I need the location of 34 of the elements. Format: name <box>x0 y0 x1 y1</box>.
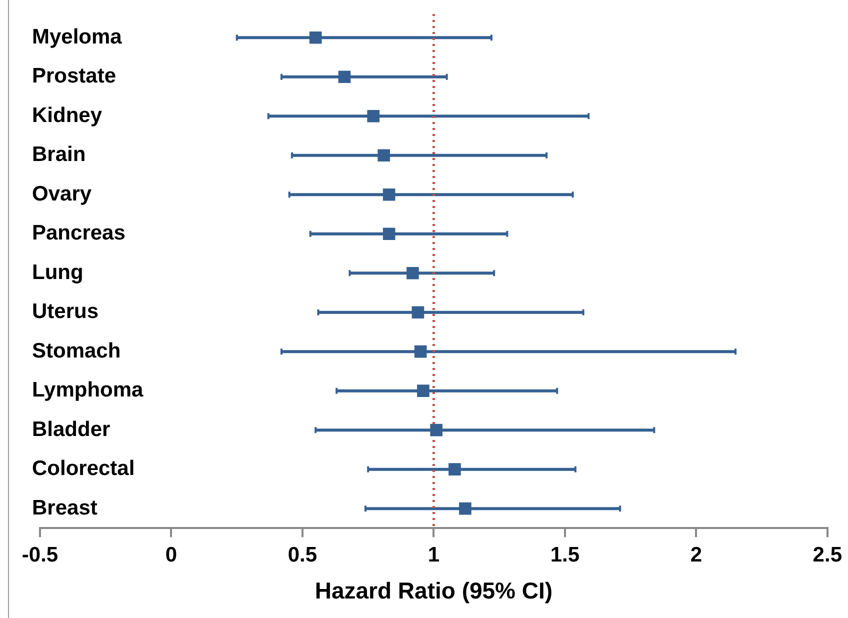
point <box>382 188 396 201</box>
point <box>414 345 427 358</box>
y-tick-label: Pancreas <box>32 222 126 245</box>
x-tick-label: -0.5 <box>22 544 58 567</box>
y-tick-label: Brain <box>32 143 86 166</box>
point <box>430 424 442 436</box>
point <box>367 110 380 122</box>
y-tick-label: Myeloma <box>32 25 122 48</box>
y-tick-label: Prostate <box>32 64 116 88</box>
y-tick-label: Colorectal <box>32 457 135 480</box>
point <box>378 149 390 162</box>
y-tick-label: Ovary <box>32 182 92 206</box>
point <box>448 463 461 476</box>
point <box>417 384 430 397</box>
x-tick-label: 0 <box>165 544 178 567</box>
y-tick-label: Breast <box>32 496 98 520</box>
x-tick-label: 1.5 <box>550 544 580 567</box>
y-tick-label: Uterus <box>32 300 99 324</box>
point <box>382 228 396 240</box>
point <box>338 70 351 84</box>
point <box>412 306 424 319</box>
y-tick-label: Stomach <box>32 339 121 362</box>
y-tick-label: Lung <box>32 260 84 284</box>
point <box>309 31 322 44</box>
point <box>459 502 472 515</box>
x-tick-label: 2.5 <box>812 544 842 567</box>
x-axis-title: Hazard Ratio (95% CI) <box>314 578 553 604</box>
y-tick-label: Kidney <box>32 104 102 127</box>
y-tick-label: Bladder <box>32 418 110 441</box>
point <box>406 266 419 280</box>
x-tick-label: 0.5 <box>288 544 318 567</box>
y-tick-label: Lymphoma <box>32 378 144 402</box>
x-tick-label: 2 <box>690 544 702 567</box>
x-tick-label: 1 <box>428 544 440 567</box>
